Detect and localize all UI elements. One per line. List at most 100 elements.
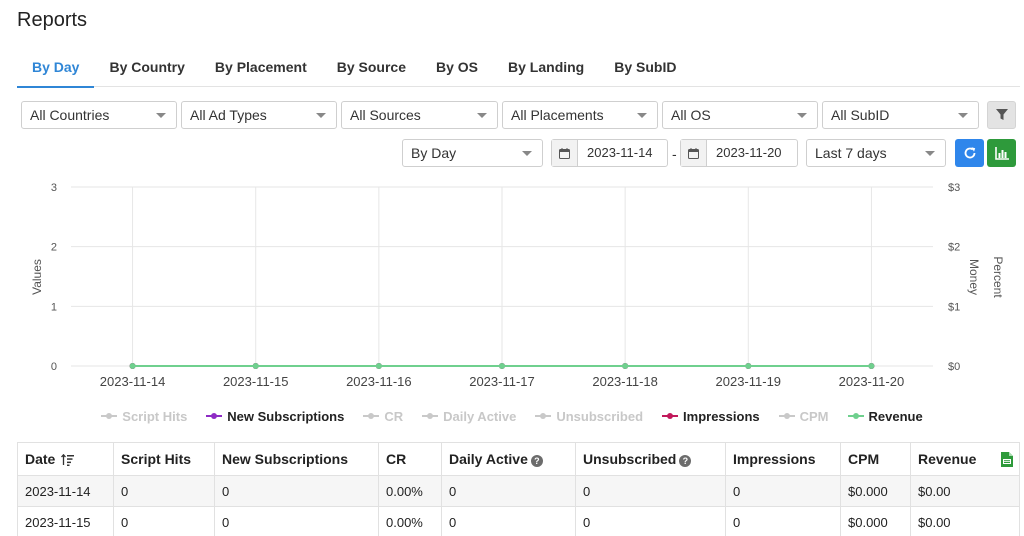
chevron-down-icon bbox=[522, 151, 532, 156]
legend-item-new-subscriptions[interactable]: New Subscriptions bbox=[206, 406, 344, 426]
legend-item-script-hits[interactable]: Script Hits bbox=[101, 406, 187, 426]
legend-marker-icon bbox=[206, 411, 223, 421]
table-header-row: Date Script Hits New Subscriptions CR Da… bbox=[17, 442, 1020, 476]
tab-by-country[interactable]: By Country bbox=[109, 59, 185, 75]
bar-chart-icon bbox=[994, 146, 1009, 160]
legend-item-daily-active[interactable]: Daily Active bbox=[422, 406, 516, 426]
sources-select-value: All Sources bbox=[350, 107, 421, 123]
sort-icon[interactable] bbox=[61, 454, 75, 466]
chevron-down-icon bbox=[925, 151, 935, 156]
date-range-select-value: Last 7 days bbox=[815, 145, 887, 161]
y-left-tick-label: 3 bbox=[51, 182, 57, 194]
placements-select-value: All Placements bbox=[511, 107, 604, 123]
calendar-icon bbox=[681, 140, 707, 166]
legend-marker-icon bbox=[662, 411, 679, 421]
x-tick-label: 2023-11-15 bbox=[223, 374, 289, 389]
csv-export-icon[interactable] bbox=[1001, 452, 1013, 467]
column-header-cpm[interactable]: CPM bbox=[840, 442, 911, 476]
subid-select[interactable]: All SubID bbox=[822, 101, 979, 129]
x-tick-label: 2023-11-19 bbox=[716, 374, 782, 389]
y-left-tick-label: 2 bbox=[51, 242, 57, 254]
y-right-tick-label: $2 bbox=[948, 242, 960, 254]
cell-revenue: $0.00 bbox=[910, 506, 1020, 536]
column-header-daily-active[interactable]: Daily Active? bbox=[441, 442, 576, 476]
tab-by-placement[interactable]: By Placement bbox=[214, 59, 307, 75]
data-point-revenue bbox=[868, 363, 875, 369]
date-from-value: 2023-11-14 bbox=[587, 145, 653, 160]
column-header-date[interactable]: Date bbox=[17, 442, 114, 476]
x-tick-label: 2023-11-20 bbox=[839, 374, 905, 389]
chevron-down-icon bbox=[156, 113, 166, 118]
chart-toggle-button[interactable] bbox=[987, 139, 1016, 167]
filter-button[interactable] bbox=[987, 101, 1016, 129]
column-header-unsubscribed[interactable]: Unsubscribed? bbox=[575, 442, 726, 476]
legend-item-cpm[interactable]: CPM bbox=[778, 406, 829, 426]
date-range-separator: - bbox=[672, 146, 677, 162]
legend-label: Script Hits bbox=[122, 408, 188, 424]
data-point-revenue bbox=[745, 363, 752, 369]
report-tabs: By Day By Country By Placement By Source… bbox=[17, 52, 1020, 88]
cell-revenue: $0.00 bbox=[910, 475, 1020, 507]
calendar-icon bbox=[552, 140, 578, 166]
column-header-label: Revenue bbox=[918, 451, 977, 467]
cell-new-subscriptions: 0 bbox=[214, 475, 379, 507]
legend-item-impressions[interactable]: Impressions bbox=[662, 406, 760, 426]
column-header-script-hits[interactable]: Script Hits bbox=[113, 442, 215, 476]
legend-marker-icon bbox=[363, 411, 380, 421]
chevron-down-icon bbox=[477, 113, 487, 118]
column-header-impressions[interactable]: Impressions bbox=[725, 442, 841, 476]
cell-cpm: $0.000 bbox=[840, 506, 911, 536]
y-left-tick-label: 1 bbox=[51, 301, 57, 313]
tab-by-source[interactable]: By Source bbox=[336, 59, 406, 75]
ad-types-select[interactable]: All Ad Types bbox=[181, 101, 337, 129]
os-select[interactable]: All OS bbox=[662, 101, 818, 129]
countries-select-value: All Countries bbox=[30, 107, 110, 123]
column-header-cr[interactable]: CR bbox=[378, 442, 442, 476]
column-header-label: Date bbox=[25, 451, 56, 467]
date-range-select[interactable]: Last 7 days bbox=[806, 139, 946, 167]
cell-impressions: 0 bbox=[725, 475, 841, 507]
y-left-tick-label: 0 bbox=[51, 361, 57, 373]
legend-item-unsubscribed[interactable]: Unsubscribed bbox=[535, 406, 643, 426]
cell-date: 2023-11-15 bbox=[17, 506, 114, 536]
group-by-select-value: By Day bbox=[411, 145, 457, 161]
cell-daily-active: 0 bbox=[441, 506, 576, 536]
date-to-field[interactable]: 2023-11-20 bbox=[680, 139, 798, 167]
chevron-down-icon bbox=[958, 113, 968, 118]
data-point-revenue bbox=[375, 363, 382, 369]
help-icon[interactable]: ? bbox=[530, 455, 543, 467]
cell-script-hits: 0 bbox=[113, 475, 215, 507]
chevron-down-icon bbox=[797, 113, 807, 118]
chart-legend: Script Hits New Subscriptions CR Daily Acti… bbox=[0, 406, 1024, 426]
y-right-percent-axis-title: Percent bbox=[991, 256, 1005, 298]
legend-label: New Subscriptions bbox=[227, 408, 345, 424]
help-icon[interactable]: ? bbox=[679, 455, 692, 467]
cell-script-hits: 0 bbox=[113, 506, 215, 536]
chart-svg: 3 2 1 0 $3 $2 $1 $0 2023-11-14 2023-11-15 2023-11-… bbox=[30, 182, 1005, 389]
legend-item-cr[interactable]: CR bbox=[363, 406, 403, 426]
y-left-axis-title: Values bbox=[30, 259, 44, 295]
cell-new-subscriptions: 0 bbox=[214, 506, 379, 536]
column-header-new-subscriptions[interactable]: New Subscriptions bbox=[214, 442, 379, 476]
report-table: Date Script Hits New Subscriptions CR Da… bbox=[17, 442, 1020, 536]
sources-select[interactable]: All Sources bbox=[341, 101, 498, 129]
refresh-button[interactable] bbox=[955, 139, 984, 167]
cell-unsubscribed: 0 bbox=[575, 475, 726, 507]
group-by-select[interactable]: By Day bbox=[402, 139, 543, 167]
countries-select[interactable]: All Countries bbox=[21, 101, 177, 129]
column-header-revenue[interactable]: Revenue bbox=[910, 442, 1020, 476]
placements-select[interactable]: All Placements bbox=[502, 101, 658, 129]
filter-icon bbox=[995, 109, 1008, 120]
tab-by-os[interactable]: By OS bbox=[436, 59, 479, 75]
date-from-field[interactable]: 2023-11-14 bbox=[551, 139, 668, 167]
subid-select-value: All SubID bbox=[831, 107, 890, 123]
legend-item-revenue[interactable]: Revenue bbox=[847, 406, 923, 426]
date-to-value: 2023-11-20 bbox=[716, 145, 782, 160]
data-point-revenue bbox=[622, 363, 629, 369]
cell-cr: 0.00% bbox=[378, 506, 442, 536]
daily-report-chart: 3 2 1 0 $3 $2 $1 $0 2023-11-14 2023-11-15 2023-11-… bbox=[0, 170, 1024, 435]
tab-by-subid[interactable]: By SubID bbox=[614, 59, 677, 75]
tab-by-landing[interactable]: By Landing bbox=[508, 59, 585, 75]
cell-cpm: $0.000 bbox=[840, 475, 911, 507]
tab-by-day[interactable]: By Day bbox=[17, 52, 95, 88]
